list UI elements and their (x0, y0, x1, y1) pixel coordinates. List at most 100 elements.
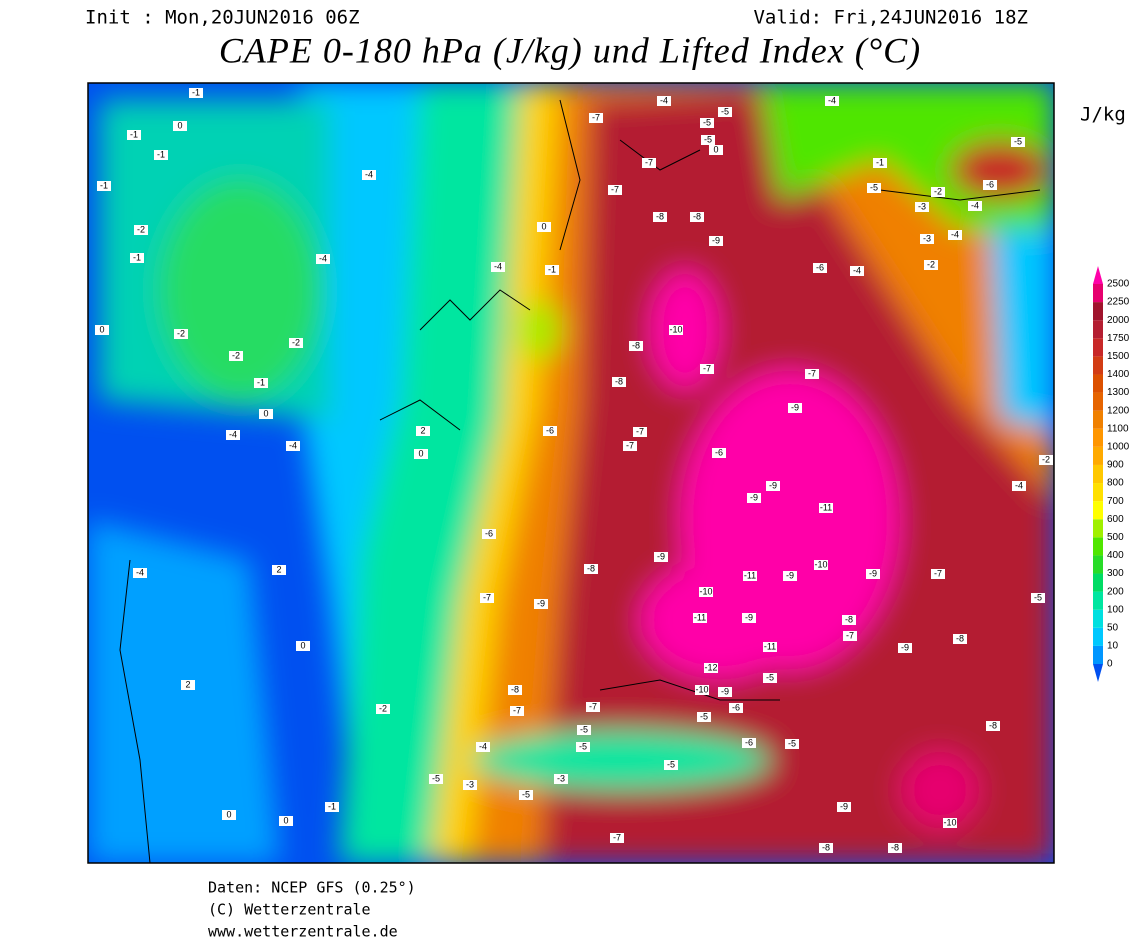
lifted-index-label: -7 (589, 701, 597, 711)
init-time: Init : Mon,20JUN2016 06Z (85, 7, 360, 29)
lifted-index-label: -9 (769, 480, 777, 490)
colorbar-label: 2250 (1107, 297, 1130, 308)
label-box (819, 843, 833, 853)
lifted-index-label: -1 (328, 801, 336, 811)
lifted-index-label: -4 (319, 253, 327, 263)
lifted-index-label: 0 (541, 221, 546, 231)
lifted-index-label: -4 (828, 95, 836, 105)
lifted-index-labels: -1-10-1-1-2-1 -4-40-4 -1-7-4-7-7-8 -8-9-10-… (95, 87, 1053, 853)
lifted-index-label: -11 (820, 502, 832, 512)
label-box (704, 663, 718, 673)
lifted-index-label: -9 (869, 568, 877, 578)
lifted-index-label: -6 (816, 262, 824, 272)
colorbar-label: 1300 (1107, 387, 1130, 398)
colorbar-segment (1093, 555, 1103, 574)
lifted-index-label: -1 (130, 129, 138, 139)
label-box (742, 613, 756, 623)
label-box (543, 426, 557, 436)
label-box (534, 599, 548, 609)
colorbar-segment (1093, 483, 1103, 502)
label-box (376, 704, 390, 714)
lifted-index-label: -1 (257, 377, 265, 387)
lifted-index-label: -4 (951, 229, 959, 239)
colorbar-segment (1093, 573, 1103, 592)
lifted-index-label: -1 (548, 264, 556, 274)
label-box (1011, 137, 1025, 147)
label-box (866, 569, 880, 579)
label-box (476, 742, 490, 752)
colorbar-label: 100 (1107, 604, 1124, 615)
lifted-index-label: 0 (300, 640, 305, 650)
label-box (693, 613, 707, 623)
lifted-index-label: 0 (99, 324, 104, 334)
label-box (785, 739, 799, 749)
data-source: Daten: NCEP GFS (0.25°) (208, 879, 416, 897)
lifted-index-label: -6 (485, 528, 493, 538)
label-box (174, 329, 188, 339)
lifted-index-label: -5 (1034, 592, 1042, 602)
label-box (813, 263, 827, 273)
label-box (173, 121, 187, 131)
valid-time: Valid: Fri,24JUN2016 18Z (753, 7, 1028, 29)
label-box (657, 96, 671, 106)
lifted-index-label: -4 (853, 265, 861, 275)
label-box (537, 222, 551, 232)
label-box (95, 325, 109, 335)
label-box (843, 631, 857, 641)
label-box (814, 560, 828, 570)
map-frame (87, 82, 1055, 864)
label-box (642, 158, 656, 168)
colorbar-segment (1093, 519, 1103, 538)
label-box (289, 338, 303, 348)
colorbar-label: 0 (1107, 659, 1113, 670)
label-box (629, 341, 643, 351)
colorbar-label: 800 (1107, 478, 1124, 489)
lifted-index-label: -7 (636, 426, 644, 436)
cape-field (88, 83, 1054, 863)
colorbar-segment (1093, 464, 1103, 484)
colorbar-label: 1500 (1107, 351, 1130, 362)
lifted-index-label: -3 (918, 201, 926, 211)
colorbar-segment (1093, 302, 1103, 321)
lifted-index-label: -6 (715, 447, 723, 457)
label-box (931, 187, 945, 197)
lifted-index-label: -7 (934, 568, 942, 578)
label-box (699, 587, 713, 597)
lifted-index-label: -5 (703, 117, 711, 127)
label-box (825, 96, 839, 106)
label-box (805, 369, 819, 379)
lifted-index-label: -5 (721, 106, 729, 116)
label-box (362, 170, 376, 180)
colorbar-segment (1093, 446, 1103, 465)
label-box (653, 212, 667, 222)
label-box (742, 738, 756, 748)
label-box (610, 833, 624, 843)
colorbar-label: 2500 (1107, 279, 1130, 290)
label-box (701, 135, 715, 145)
label-box (254, 378, 268, 388)
lifted-index-label: -8 (615, 376, 623, 386)
label-box (584, 564, 598, 574)
lifted-index-label: -9 (901, 642, 909, 652)
lifted-index-label: 0 (177, 120, 182, 130)
label-box (463, 780, 477, 790)
lifted-index-label: 2 (420, 425, 425, 435)
lifted-index-label: -6 (745, 737, 753, 747)
lifted-index-label: -5 (580, 724, 588, 734)
lifted-index-label: -5 (766, 672, 774, 682)
lifted-index-label: -3 (557, 773, 565, 783)
label-box (576, 742, 590, 752)
label-box (948, 230, 962, 240)
label-box (491, 262, 505, 272)
lifted-index-label: 2 (185, 679, 190, 689)
lifted-index-label: -7 (645, 157, 653, 167)
lifted-index-label: -3 (466, 779, 474, 789)
lifted-index-label: -2 (927, 259, 935, 269)
label-box (873, 158, 887, 168)
lifted-index-label: -11 (694, 612, 706, 622)
label-box (272, 565, 286, 575)
lifted-index-label: -7 (846, 630, 854, 640)
lifted-index-label: -9 (786, 570, 794, 580)
lifted-index-label: -8 (891, 842, 899, 852)
